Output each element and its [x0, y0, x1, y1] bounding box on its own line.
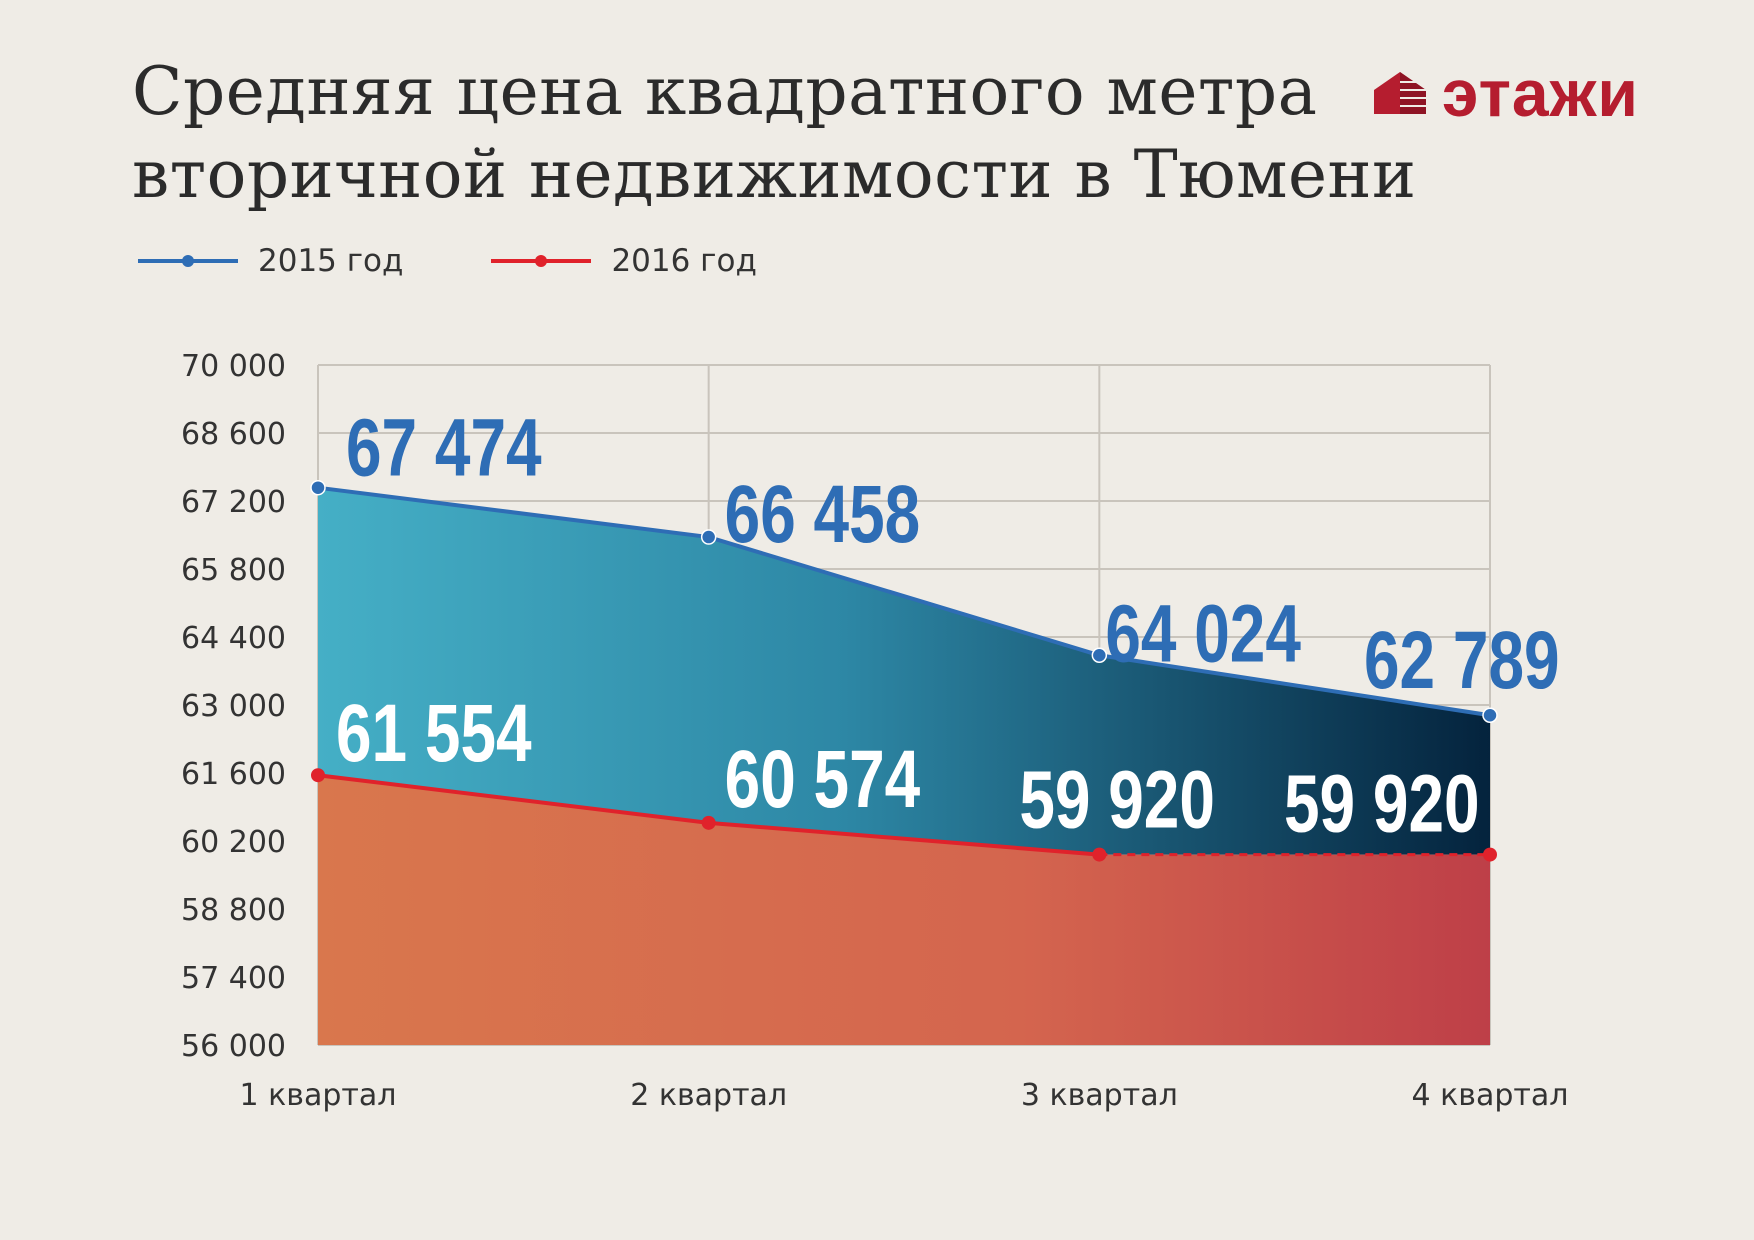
data-label-2015: 64 024: [1105, 587, 1301, 680]
series-line-2015: [317, 485, 1491, 718]
legend-label-2015: 2015 год: [258, 243, 404, 279]
x-tick-label: 2 квартал: [630, 1078, 787, 1113]
legend-marker-2015: [138, 255, 238, 267]
title-line-2: вторичной недвижимости в Тюмени: [132, 136, 1417, 213]
y-tick-label: 61 600: [181, 757, 286, 792]
point-2015: [1482, 707, 1498, 723]
building-icon: [1374, 72, 1426, 114]
data-label-2016-group: 59 920: [1019, 753, 1215, 846]
data-label-2015: 67 474: [346, 401, 542, 494]
x-tick-label: 4 квартал: [1412, 1078, 1569, 1113]
data-label-2015: 62 789: [1364, 614, 1560, 707]
y-tick-label: 60 200: [181, 825, 286, 860]
legend: 2015 год 2016 год: [138, 243, 845, 279]
legend-label-2016: 2016 год: [611, 243, 757, 279]
data-label-2016-group: 59 920: [1284, 757, 1480, 850]
data-label-2016-group: 60 574: [725, 732, 921, 825]
point-2015: [1091, 647, 1108, 664]
point-2016: [1092, 847, 1107, 862]
y-tick-label: 68 600: [181, 417, 286, 452]
point-2015: [700, 529, 717, 545]
x-tick-label: 3 квартал: [1021, 1078, 1178, 1113]
data-label-2015-group: 67 474: [346, 401, 542, 494]
data-label-2015-group: 64 024: [1105, 587, 1301, 680]
data-label-2016: 59 920: [1284, 757, 1480, 850]
x-tick-label: 1 квартал: [240, 1078, 397, 1113]
data-label-2015-group: 62 789: [1364, 614, 1560, 707]
y-tick-label: 58 800: [181, 893, 286, 928]
logo: этажи: [1374, 58, 1639, 128]
data-label-2016: 60 574: [725, 732, 921, 825]
data-label-2016: 59 920: [1019, 753, 1215, 846]
logo-text: этажи: [1442, 56, 1639, 130]
point-2016: [701, 815, 716, 830]
point-2016: [1483, 847, 1497, 862]
y-tick-label: 57 400: [181, 961, 286, 996]
area-2015: [318, 487, 1490, 855]
y-tick-label: 67 200: [181, 485, 286, 520]
data-label-2016-group: 61 554: [336, 687, 532, 780]
legend-item-2015: 2015 год: [138, 243, 403, 279]
point-2015: [310, 479, 326, 496]
point-2016: [311, 768, 325, 783]
y-tick-label: 63 000: [181, 689, 286, 724]
chart-title: Средняя цена квадратного метра вторичной…: [132, 50, 1417, 216]
legend-marker-2016: [491, 255, 592, 267]
y-tick-label: 65 800: [181, 553, 286, 588]
data-label-2015: 66 458: [725, 467, 921, 560]
data-label-2015-group: 66 458: [725, 467, 921, 560]
legend-item-2016: 2016 год: [491, 243, 757, 279]
y-tick-label: 70 000: [181, 349, 286, 384]
data-label-2016: 61 554: [336, 687, 532, 780]
y-tick-label: 56 000: [181, 1029, 286, 1064]
title-line-1: Средняя цена квадратного метра: [132, 53, 1318, 130]
area-2016: [318, 775, 1490, 1045]
y-tick-label: 64 400: [181, 621, 286, 656]
